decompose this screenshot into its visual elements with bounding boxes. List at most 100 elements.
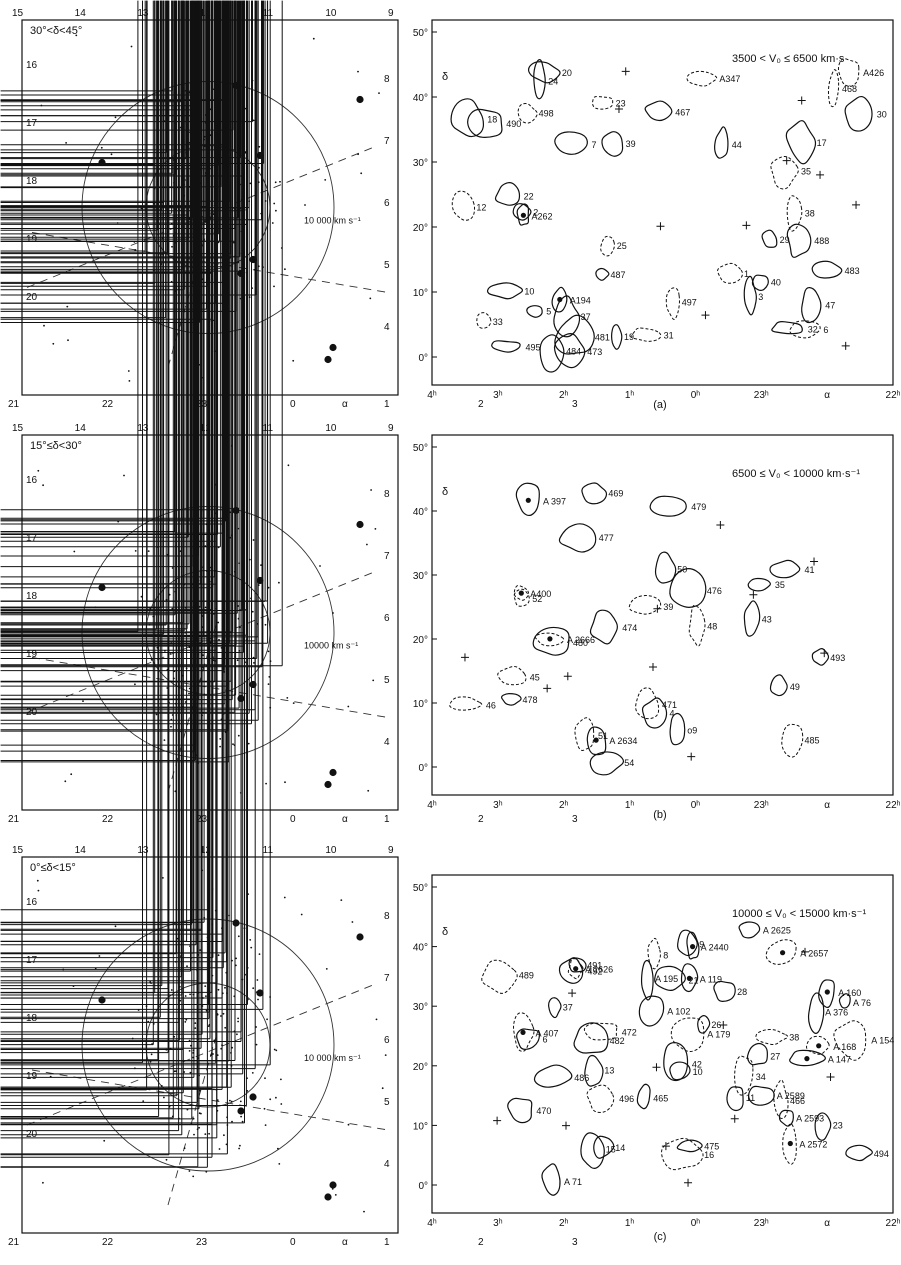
galaxy-plus bbox=[0, 0, 228, 1155]
cluster-center-dot bbox=[824, 989, 830, 995]
left-tick: 17 bbox=[26, 118, 38, 129]
galaxy-plus bbox=[0, 0, 197, 946]
right-tick: 7 bbox=[384, 551, 390, 562]
galaxy-plus bbox=[0, 0, 213, 1158]
contour-label: 40 bbox=[771, 278, 781, 288]
plus-marker bbox=[730, 1114, 739, 1123]
cluster-contour bbox=[734, 1055, 754, 1096]
galaxy-dot bbox=[49, 1075, 52, 1078]
contour-label: 52 bbox=[532, 594, 542, 604]
contour-label: 21 bbox=[689, 976, 699, 986]
circle-velocity-label: 10000 km s⁻¹ bbox=[304, 641, 358, 651]
galaxy-dot bbox=[216, 1099, 219, 1101]
galaxy-dot bbox=[241, 1120, 244, 1123]
galaxy-dot bbox=[312, 37, 315, 40]
cluster-contour bbox=[600, 235, 615, 257]
galaxy-dot bbox=[271, 222, 274, 224]
galaxy-dot bbox=[219, 745, 222, 748]
bottom-tick: 2 bbox=[478, 1237, 484, 1248]
contour-label: 45 bbox=[530, 672, 540, 682]
galaxy-dot bbox=[247, 893, 250, 895]
contour-label: 37 bbox=[563, 1003, 573, 1013]
panel-letter: (b) bbox=[653, 809, 666, 821]
galaxy-dot bbox=[123, 474, 125, 477]
galaxy-dot bbox=[367, 789, 370, 792]
contour-label: 492 bbox=[588, 967, 603, 977]
galaxy-dot bbox=[230, 1100, 233, 1103]
contour-label: 494 bbox=[874, 1149, 889, 1159]
galaxy-plus bbox=[0, 0, 161, 1018]
contour-label: 34 bbox=[756, 1072, 766, 1082]
cluster-contour bbox=[601, 131, 624, 157]
cluster-contour bbox=[747, 577, 771, 592]
galaxy-dot bbox=[205, 1170, 208, 1173]
cluster-contour bbox=[677, 929, 698, 957]
galaxy-dot bbox=[184, 701, 187, 703]
galaxy-plus bbox=[0, 0, 252, 725]
galaxy-dot bbox=[37, 469, 40, 472]
left-tick: 20 bbox=[26, 707, 38, 718]
contour-label: A 376 bbox=[825, 1008, 848, 1018]
galaxy-plus bbox=[0, 0, 178, 1097]
galaxy-dot bbox=[184, 1021, 187, 1023]
cluster-contour bbox=[789, 320, 821, 339]
galaxy-dot bbox=[110, 153, 113, 156]
contour-label: 51 bbox=[598, 731, 608, 741]
declination-range-label: 0°≤δ<15° bbox=[30, 862, 76, 874]
x-tick: 1ʰ bbox=[625, 800, 635, 811]
galaxy-dot bbox=[251, 1072, 254, 1074]
galaxy-dot bbox=[150, 658, 153, 661]
cluster-contour bbox=[532, 626, 570, 656]
contour-label: 484 bbox=[566, 347, 581, 357]
galaxy-dot bbox=[179, 955, 182, 957]
cluster-contour bbox=[554, 314, 595, 355]
plus-marker bbox=[648, 662, 657, 671]
galaxy-dot bbox=[248, 558, 251, 561]
x-tick: 0ʰ bbox=[691, 1218, 701, 1229]
sky-map-panel-3: 15 14 13 12 11 10 921 22 23 0 1 2 3161718192087654α0… bbox=[0, 0, 578, 1248]
top-tick: 12 bbox=[200, 845, 212, 856]
galaxy-dot bbox=[230, 1052, 232, 1054]
cluster-contour bbox=[837, 58, 860, 87]
x-tick: 4ʰ bbox=[427, 1218, 437, 1229]
galaxy-dot bbox=[198, 1089, 201, 1092]
galaxy-dot bbox=[165, 1048, 168, 1051]
cluster-contour bbox=[513, 1012, 535, 1052]
contour-label: A 2572 bbox=[799, 1140, 827, 1150]
galaxy-dot bbox=[150, 982, 153, 984]
galaxy-dot bbox=[217, 621, 220, 624]
contour-map-panel-2: 50° 40° 30° 20° 10° 0° 4ʰ 3ʰ 2ʰ 1ʰ 0ʰ 23ʰ α 22ʰ δ 6500 … bbox=[413, 434, 901, 821]
plus-marker bbox=[749, 590, 758, 599]
galaxy-dot bbox=[140, 595, 143, 598]
plus-marker bbox=[543, 684, 552, 693]
top-tick: 9 bbox=[388, 423, 394, 434]
bottom-tick: 3 bbox=[572, 814, 578, 825]
plus-marker bbox=[661, 1142, 670, 1151]
y-tick: 0° bbox=[418, 763, 428, 774]
galaxy-plus bbox=[0, 0, 245, 1124]
right-tick: 4 bbox=[384, 737, 390, 748]
cluster-contour bbox=[513, 584, 530, 601]
galaxy-dot bbox=[221, 992, 224, 995]
cluster-contour bbox=[773, 1079, 789, 1119]
contour-label: 24 bbox=[548, 77, 558, 87]
contour-label: 480 bbox=[573, 638, 588, 648]
galaxy-dot bbox=[163, 739, 166, 741]
contour-label: 44 bbox=[732, 140, 742, 150]
contour-label: 487 bbox=[611, 270, 626, 280]
sector-line bbox=[31, 232, 389, 293]
cluster-dot bbox=[329, 1181, 337, 1189]
contour-label: 37 bbox=[581, 312, 591, 322]
galaxy-plus bbox=[0, 0, 177, 176]
top-tick: 9 bbox=[388, 8, 394, 19]
galaxy-dot bbox=[228, 914, 230, 917]
y-tick: 30° bbox=[413, 1002, 428, 1013]
galaxy-dot bbox=[213, 1039, 216, 1042]
galaxy-dot bbox=[217, 546, 220, 549]
galaxy-plus bbox=[0, 0, 243, 611]
y-tick: 30° bbox=[413, 571, 428, 582]
galaxy-dot bbox=[258, 953, 261, 955]
x-tick: 23ʰ bbox=[754, 1218, 769, 1229]
galaxy-dot bbox=[249, 939, 252, 941]
galaxy-dot bbox=[251, 610, 254, 613]
